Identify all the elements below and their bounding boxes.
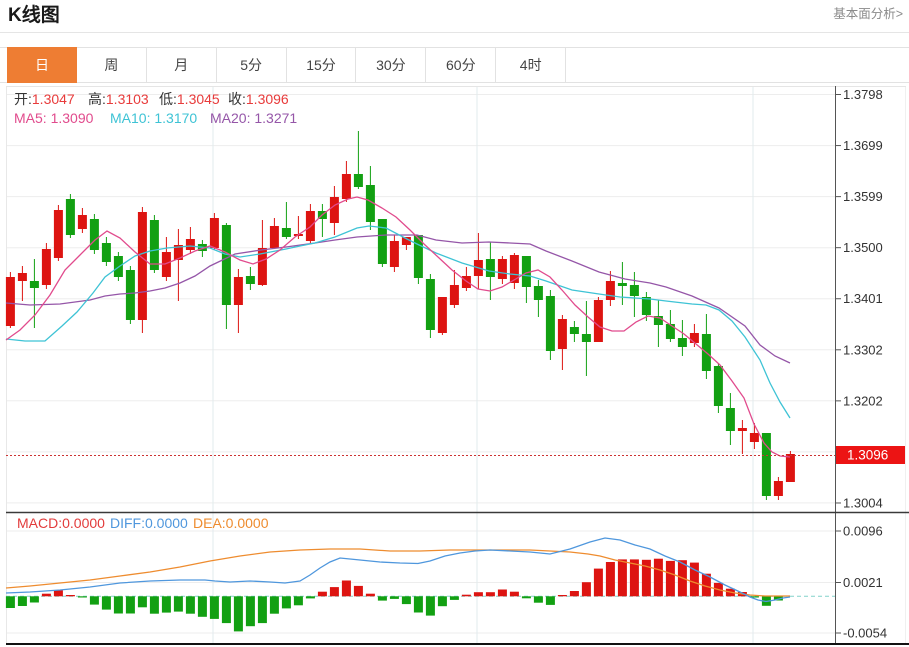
svg-text:1.3004: 1.3004 [843,495,883,510]
svg-text:1.3798: 1.3798 [843,87,883,102]
svg-text:-0.0054: -0.0054 [843,626,887,641]
svg-text:0.0021: 0.0021 [843,575,883,590]
svg-text:1.3302: 1.3302 [843,342,883,357]
svg-text:0.0096: 0.0096 [843,524,883,539]
svg-text:1.3401: 1.3401 [843,291,883,306]
svg-text:1.3699: 1.3699 [843,138,883,153]
svg-text:1.3500: 1.3500 [843,240,883,255]
svg-text:1.3096: 1.3096 [847,448,888,463]
svg-text:1.3202: 1.3202 [843,393,883,408]
svg-text:1.3599: 1.3599 [843,189,883,204]
